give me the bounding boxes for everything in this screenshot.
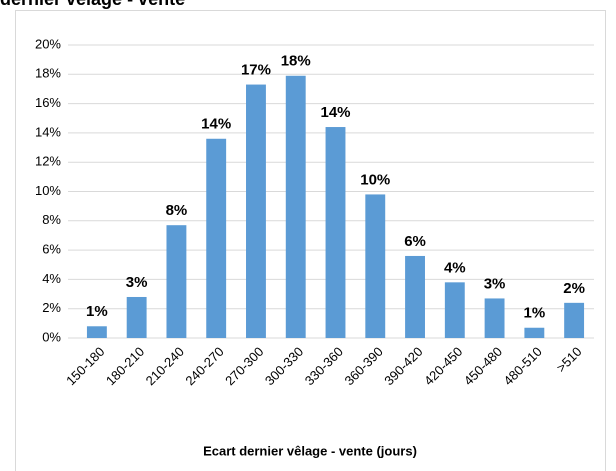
data-label: 3%: [126, 274, 148, 291]
y-tick-label: 0%: [42, 329, 61, 344]
bar: [206, 138, 227, 338]
y-tick-label: 8%: [42, 212, 61, 227]
y-tick-label: 20%: [35, 36, 61, 51]
data-label: 18%: [281, 53, 311, 70]
bar: [166, 225, 187, 338]
data-label: 2%: [563, 280, 585, 297]
data-label: 10%: [360, 171, 390, 188]
bar: [524, 327, 545, 338]
y-tick-label: 2%: [42, 300, 61, 315]
bar: [365, 194, 386, 338]
bar: [285, 75, 306, 338]
data-label: 14%: [201, 116, 231, 133]
bar: [405, 255, 425, 338]
data-label: 3%: [484, 275, 506, 292]
bar: [246, 84, 266, 339]
y-tick-label: 14%: [35, 124, 61, 139]
y-tick-label: 18%: [35, 66, 61, 81]
bar: [484, 298, 505, 338]
data-label: 4%: [444, 259, 466, 276]
bar: [325, 127, 346, 338]
data-label: 6%: [404, 233, 426, 250]
data-label: 17%: [241, 62, 271, 79]
y-tick-label: 12%: [35, 154, 61, 169]
y-tick-label: 6%: [42, 242, 61, 257]
data-label: 8%: [166, 202, 188, 219]
y-tick-label: 10%: [35, 183, 61, 198]
data-label: 1%: [524, 305, 546, 322]
chart-frame: [15, 10, 606, 471]
bar: [126, 296, 147, 338]
chart-title: dernier vêlage - vente: [0, 0, 185, 9]
bar: [444, 282, 465, 338]
bar: [564, 302, 585, 338]
data-label: 14%: [320, 104, 350, 121]
bar: [86, 326, 107, 338]
data-label: 1%: [86, 303, 108, 320]
y-tick-label: 16%: [35, 95, 61, 110]
x-axis-label: Ecart dernier vêlage - vente (jours): [203, 443, 417, 458]
y-tick-label: 4%: [42, 271, 61, 286]
